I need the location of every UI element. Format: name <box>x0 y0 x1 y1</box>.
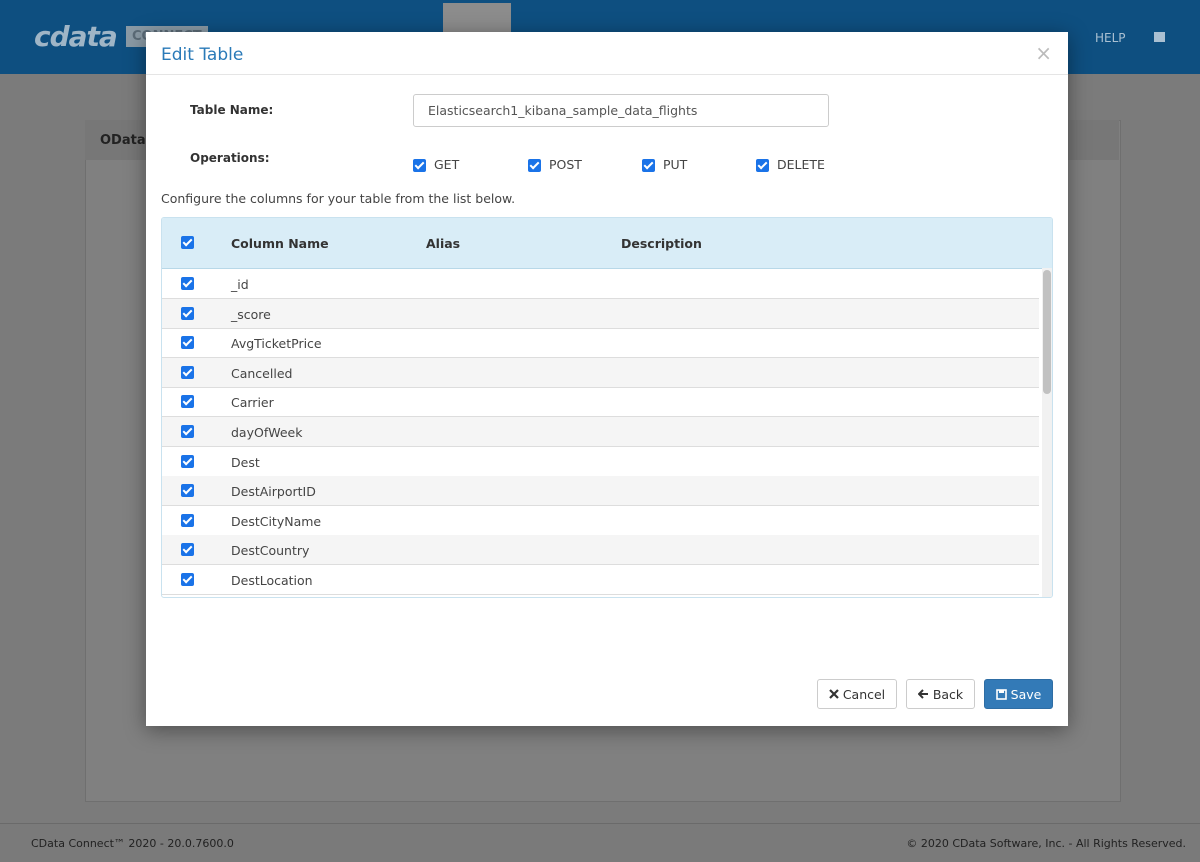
help-link[interactable]: HELP <box>1095 31 1126 45</box>
save-button[interactable]: Save <box>984 679 1053 709</box>
row-checkbox[interactable] <box>181 395 194 409</box>
table-name-label: Table Name: <box>190 103 274 117</box>
cancel-label: Cancel <box>842 686 886 702</box>
save-label: Save <box>1010 686 1042 702</box>
back-button[interactable]: Back <box>906 679 975 709</box>
operations-label: Operations: <box>190 151 270 165</box>
scrollbar[interactable] <box>1042 268 1052 597</box>
operation-label: POST <box>549 157 582 172</box>
row-checkbox[interactable] <box>181 484 194 498</box>
table-row: AvgTicketPrice <box>162 328 1039 359</box>
row-checkbox[interactable] <box>181 573 194 586</box>
operation-label: PUT <box>663 157 688 172</box>
cancel-button[interactable]: Cancel <box>817 679 897 709</box>
select-all-checkbox[interactable] <box>181 236 194 249</box>
column-name: DestAirportID <box>231 484 316 500</box>
table-row: DestLocation <box>162 565 1039 595</box>
column-name: DestLocation <box>231 573 313 588</box>
modal-title: Edit Table <box>161 45 244 65</box>
logout-icon[interactable] <box>1154 32 1165 42</box>
row-checkbox[interactable] <box>181 513 194 527</box>
table-row: Carrier <box>162 387 1039 418</box>
nav-tab[interactable] <box>443 3 511 32</box>
column-name: Carrier <box>231 395 274 411</box>
operation-checkbox[interactable] <box>642 159 655 172</box>
table-row: dayOfWeek <box>162 417 1039 447</box>
scrollbar-thumb[interactable] <box>1043 270 1051 394</box>
table-row: Cancelled <box>162 357 1039 388</box>
table-row: Dest <box>162 447 1039 477</box>
operation-label: GET <box>434 157 460 172</box>
column-name: Cancelled <box>231 365 293 381</box>
operation-checkbox[interactable] <box>528 159 541 172</box>
table-header: Column Name Alias Description <box>162 218 1052 269</box>
column-header: Description <box>621 236 702 251</box>
table-row: _score <box>162 298 1039 329</box>
operation-label: DELETE <box>777 157 825 172</box>
table-row: DestCityName <box>162 506 1039 536</box>
footer-version: CData Connect™ 2020 - 20.0.7600.0 <box>31 837 234 850</box>
column-name: _score <box>231 306 271 322</box>
column-name: _id <box>231 277 249 292</box>
column-name: DestCountry <box>231 543 310 559</box>
close-button[interactable]: × <box>1035 41 1052 65</box>
logo[interactable]: cdata <box>34 20 118 53</box>
cancel-icon <box>829 689 839 699</box>
table-row: _id <box>162 269 1039 299</box>
row-checkbox[interactable] <box>181 365 194 379</box>
column-header: Alias <box>426 236 461 251</box>
footer-copyright: © 2020 CData Software, Inc. - All Rights… <box>906 837 1186 850</box>
row-checkbox[interactable] <box>181 336 194 350</box>
row-checkbox[interactable] <box>181 543 194 557</box>
table-row: DestAirportID <box>162 476 1039 507</box>
column-name: DestCityName <box>231 513 322 529</box>
row-checkbox[interactable] <box>181 454 194 468</box>
footer <box>0 823 1200 862</box>
save-icon <box>995 688 1007 700</box>
back-label: Back <box>932 686 964 702</box>
operation-checkbox[interactable] <box>756 159 769 172</box>
column-name: dayOfWeek <box>231 425 303 440</box>
row-checkbox[interactable] <box>181 277 194 290</box>
column-header: Column Name <box>231 236 329 251</box>
modal: Edit Table × Table Name: Elasticsearch1_… <box>146 32 1068 726</box>
panel-title: OData <box>100 133 146 148</box>
columns-table: Column Name Alias Description _id _score Avg… <box>161 217 1053 598</box>
row-checkbox[interactable] <box>181 425 194 438</box>
column-name: Dest <box>231 454 260 470</box>
table-name-input[interactable]: Elasticsearch1_kibana_sample_data_flight… <box>413 94 829 127</box>
row-checkbox[interactable] <box>181 306 194 320</box>
operation-checkbox[interactable] <box>413 159 426 172</box>
instruction: Configure the columns for your table fro… <box>161 191 516 206</box>
table-row: DestCountry <box>162 535 1039 566</box>
column-name: AvgTicketPrice <box>231 336 322 352</box>
separator <box>146 74 1068 75</box>
back-icon <box>917 689 928 699</box>
